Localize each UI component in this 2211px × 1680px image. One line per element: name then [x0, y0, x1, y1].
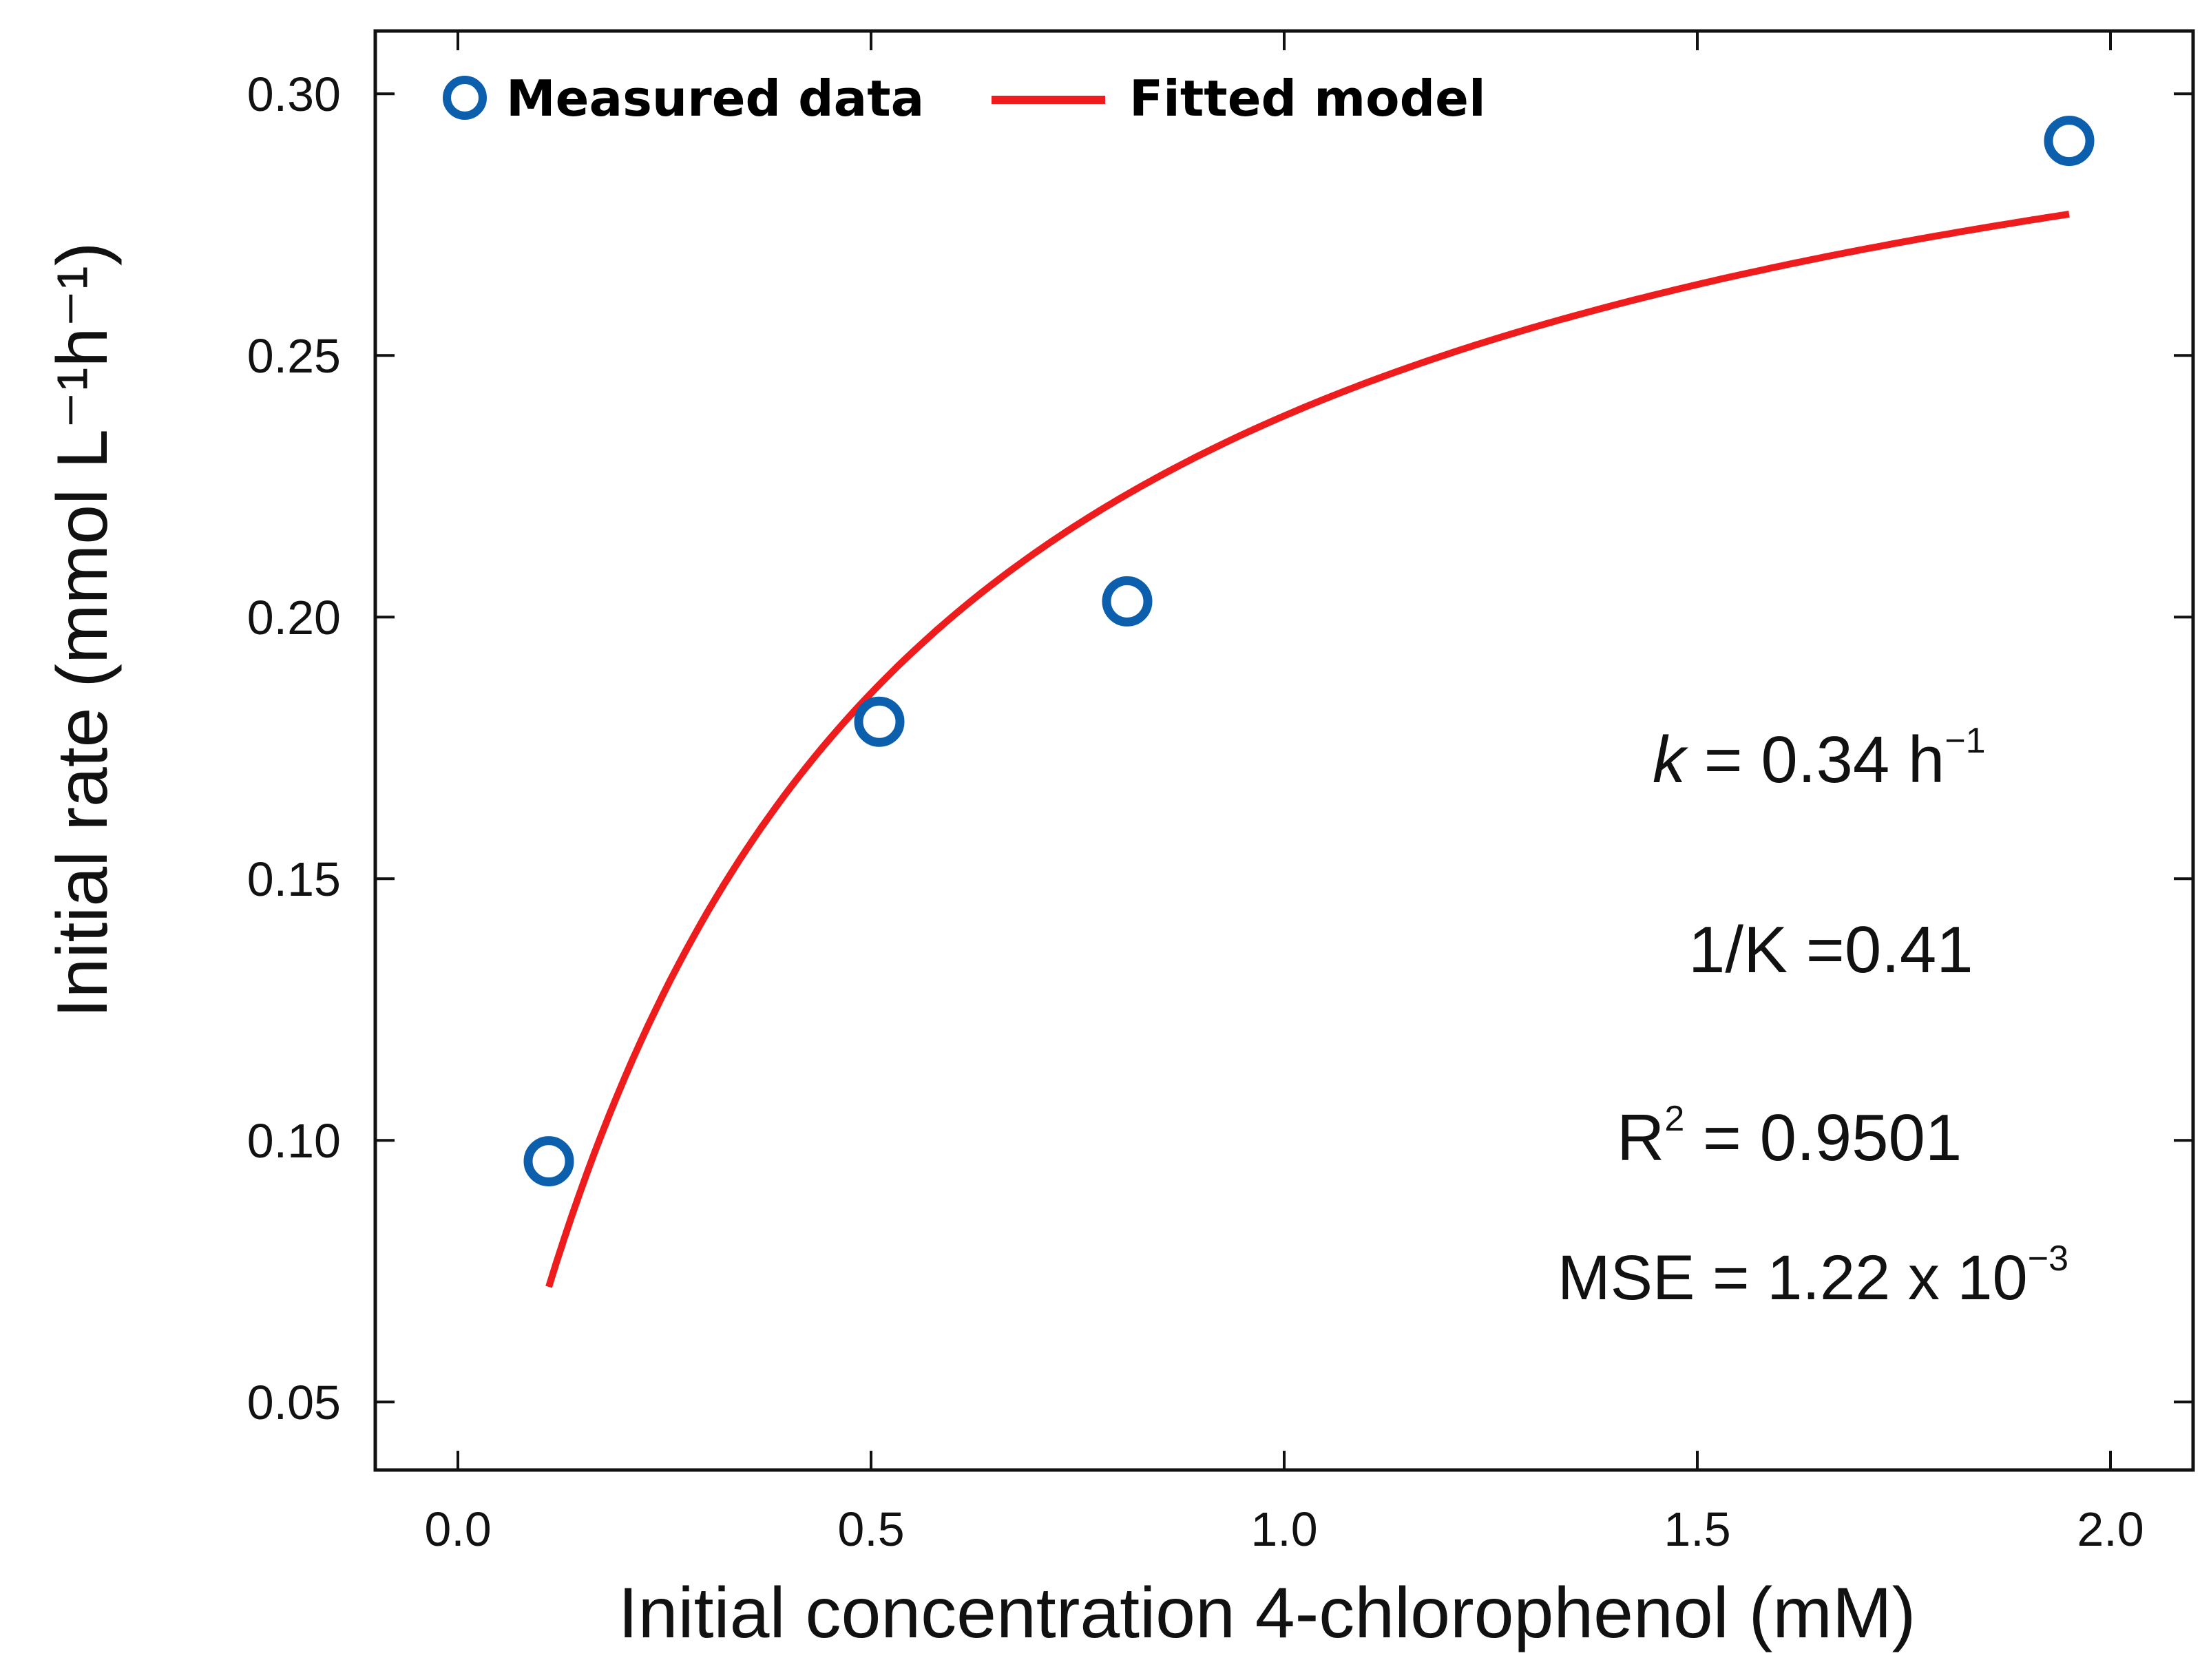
x-tick-label: 1.5 — [1664, 1502, 1730, 1556]
measured-data-point — [854, 696, 905, 747]
x-tick-label: 2.0 — [2077, 1502, 2144, 1556]
r2-exponent: 2 — [1664, 1099, 1685, 1139]
mse-exponent: −3 — [2027, 1239, 2069, 1279]
axis-ticks: 0.0 0.5 1.0 1.5 2.0 0.05 0.10 0.15 0.20 0.25 0.30 — [247, 31, 2193, 1556]
r-squared-annotation: R2 = 0.9501 — [1617, 1101, 1962, 1171]
k-unit-exponent: −1 — [1945, 721, 1986, 761]
mse-annotation: MSE = 1.22 x 10−3 — [1558, 1241, 2068, 1313]
legend-marker-measured — [443, 76, 487, 120]
y-tick-label: 0.05 — [247, 1376, 341, 1429]
adsorption-constant-annotation: 1/K =0.41 — [1688, 917, 1973, 983]
x-tick-label: 0.0 — [424, 1502, 491, 1556]
y-tick-label: 0.20 — [247, 591, 341, 644]
legend-label-fitted: Fitted model — [1129, 70, 1486, 127]
r2-value: = 0.9501 — [1684, 1101, 1962, 1175]
rate-constant-annotation: k = 0.34 h−1 — [1653, 723, 1986, 793]
k-value: = 0.34 h — [1686, 723, 1945, 797]
y-tick-label: 0.10 — [247, 1114, 341, 1168]
legend: Measured data Fitted model — [443, 70, 1486, 127]
mse-value: MSE = 1.22 x 10 — [1558, 1243, 2028, 1313]
y-tick-label: 0.25 — [247, 329, 341, 383]
x-tick-label: 1.0 — [1250, 1502, 1317, 1556]
y-axis-title: Initial rate (mmol L⁻¹h⁻¹) — [43, 242, 123, 1018]
fitted-model-line — [545, 211, 2070, 1288]
x-axis-title: Initial concentration 4-chlorophenol (mM… — [618, 1573, 1916, 1653]
fitted-model-series — [545, 211, 2070, 1288]
measured-data-point — [1102, 576, 1153, 627]
measured-data-point — [523, 1136, 574, 1187]
legend-label-measured: Measured data — [506, 70, 924, 127]
x-tick-label: 0.5 — [837, 1502, 904, 1556]
invk-value: 1/K =0.41 — [1688, 913, 1973, 987]
measured-data-series — [523, 116, 2095, 1187]
measured-data-point — [2044, 116, 2095, 167]
y-tick-label: 0.30 — [247, 67, 341, 121]
y-tick-label: 0.15 — [247, 852, 341, 906]
r2-symbol: R — [1617, 1101, 1665, 1175]
k-symbol: k — [1653, 723, 1686, 797]
